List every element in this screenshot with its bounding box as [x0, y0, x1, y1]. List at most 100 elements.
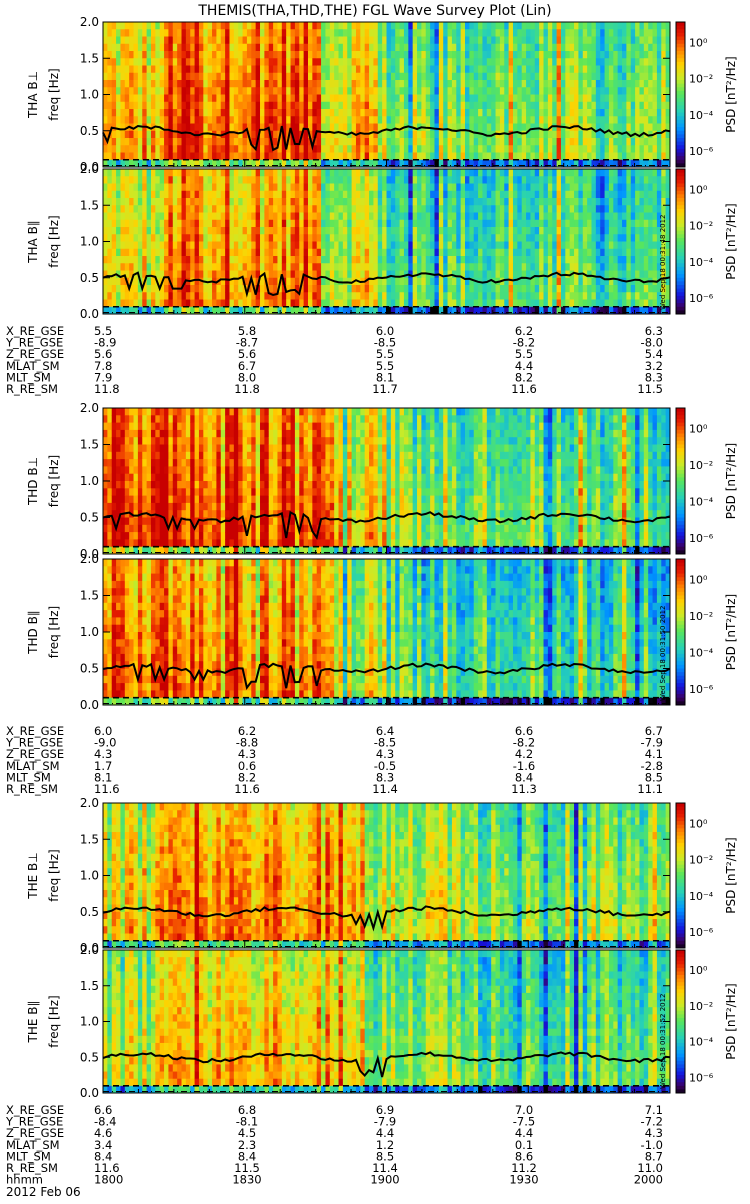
spectrogram-cell	[626, 102, 631, 110]
spectrogram-cell	[404, 131, 409, 139]
spectrogram-cell	[626, 138, 631, 146]
spectrogram-cell	[190, 256, 195, 264]
spectrogram-cell	[208, 58, 213, 66]
spectrogram-cell	[221, 213, 226, 221]
spectrogram-cell	[561, 213, 566, 221]
spectrogram-cell	[125, 184, 130, 192]
spectrogram-cell	[434, 109, 439, 117]
spectrogram-cell	[378, 263, 383, 271]
spectrogram-cell	[452, 29, 457, 37]
spectrogram-cell	[496, 80, 501, 88]
spectrogram-cell	[251, 160, 256, 168]
spectrogram-cell	[238, 51, 243, 59]
spectrogram-cell	[452, 169, 457, 177]
spectrogram-cell	[552, 102, 557, 110]
spectrogram-cell	[216, 292, 221, 300]
spectrogram-cell	[282, 227, 287, 235]
spectrogram-cell	[164, 138, 169, 146]
spectrogram-cell	[212, 109, 217, 117]
spectrogram-cell	[277, 58, 282, 66]
spectrogram-cell	[578, 73, 583, 81]
spectrogram-cell	[125, 29, 130, 37]
spectrogram-cell	[387, 307, 392, 315]
colorbar-segment	[676, 69, 685, 73]
spectrogram-cell	[587, 285, 592, 293]
spectrogram-cell	[308, 256, 313, 264]
spectrogram-cell	[583, 37, 588, 45]
spectrogram-cell	[151, 184, 156, 192]
spectrogram-cell	[273, 73, 278, 81]
spectrogram-cell	[330, 256, 335, 264]
spectrogram-cell	[395, 131, 400, 139]
spectrogram-cell	[456, 58, 461, 66]
spectrogram-cell	[221, 44, 226, 52]
spectrogram-cell	[107, 44, 112, 52]
spectrogram-cell	[513, 29, 518, 37]
spectrogram-cell	[216, 205, 221, 213]
spectrogram-cell	[177, 271, 182, 279]
spectrogram-cell	[221, 292, 226, 300]
spectrogram-cell	[356, 263, 361, 271]
spectrogram-cell	[644, 22, 649, 30]
spectrogram-cell	[221, 87, 226, 95]
spectrogram-cell	[360, 109, 365, 117]
spectrogram-cell	[456, 169, 461, 177]
spectrogram-cell	[138, 145, 143, 153]
spectrogram-cell	[548, 109, 553, 117]
spectrogram-cell	[539, 102, 544, 110]
colorbar-segment	[676, 116, 685, 120]
spectrogram-cell	[596, 109, 601, 117]
spectrogram-cell	[238, 249, 243, 257]
spectrogram-cell	[509, 102, 514, 110]
spectrogram-cell	[413, 80, 418, 88]
spectrogram-cell	[426, 285, 431, 293]
spectrogram-cell	[103, 80, 108, 88]
spectrogram-cell	[199, 198, 204, 206]
spectrogram-cell	[190, 184, 195, 192]
spectrogram-cell	[260, 292, 265, 300]
spectrogram-cell	[565, 29, 570, 37]
spectrogram-cell	[112, 51, 117, 59]
spectrogram-cell	[578, 116, 583, 124]
spectrogram-cell	[347, 73, 352, 81]
spectrogram-cell	[291, 95, 296, 103]
spectrogram-cell	[487, 205, 492, 213]
spectrogram-cell	[264, 242, 269, 250]
spectrogram-cell	[417, 184, 422, 192]
spectrogram-cell	[482, 138, 487, 146]
spectrogram-cell	[247, 220, 252, 228]
spectrogram-cell	[600, 256, 605, 264]
spectrogram-cell	[417, 73, 422, 81]
spectrogram-cell	[173, 191, 178, 199]
spectrogram-cell	[500, 37, 505, 45]
spectrogram-cell	[522, 242, 527, 250]
spectrogram-cell	[142, 44, 147, 52]
spectrogram-cell	[216, 220, 221, 228]
spectrogram-cell	[587, 44, 592, 52]
spectrogram-cell	[325, 138, 330, 146]
spectrogram-cell	[596, 116, 601, 124]
spectrogram-cell	[639, 145, 644, 153]
spectrogram-cell	[269, 22, 274, 30]
spectrogram-cell	[199, 73, 204, 81]
spectrogram-cell	[605, 87, 610, 95]
spectrogram-cell	[103, 198, 108, 206]
spectrogram-cell	[443, 80, 448, 88]
spectrogram-cell	[356, 271, 361, 279]
spectrogram-cell	[526, 87, 531, 95]
spectrogram-cell	[522, 73, 527, 81]
spectrogram-cell	[591, 205, 596, 213]
spectrogram-cell	[570, 191, 575, 199]
spectrogram-cell	[164, 22, 169, 30]
spectrogram-cell	[552, 227, 557, 235]
spectrogram-cell	[430, 191, 435, 199]
spectrogram-cell	[517, 116, 522, 124]
spectrogram-cell	[243, 102, 248, 110]
spectrogram-cell	[308, 191, 313, 199]
spectrogram-cell	[591, 220, 596, 228]
spectrogram-cell	[116, 198, 121, 206]
spectrogram-cell	[317, 249, 322, 257]
spectrogram-cell	[347, 66, 352, 74]
spectrogram-cell	[269, 213, 274, 221]
spectrogram-cell	[151, 131, 156, 139]
